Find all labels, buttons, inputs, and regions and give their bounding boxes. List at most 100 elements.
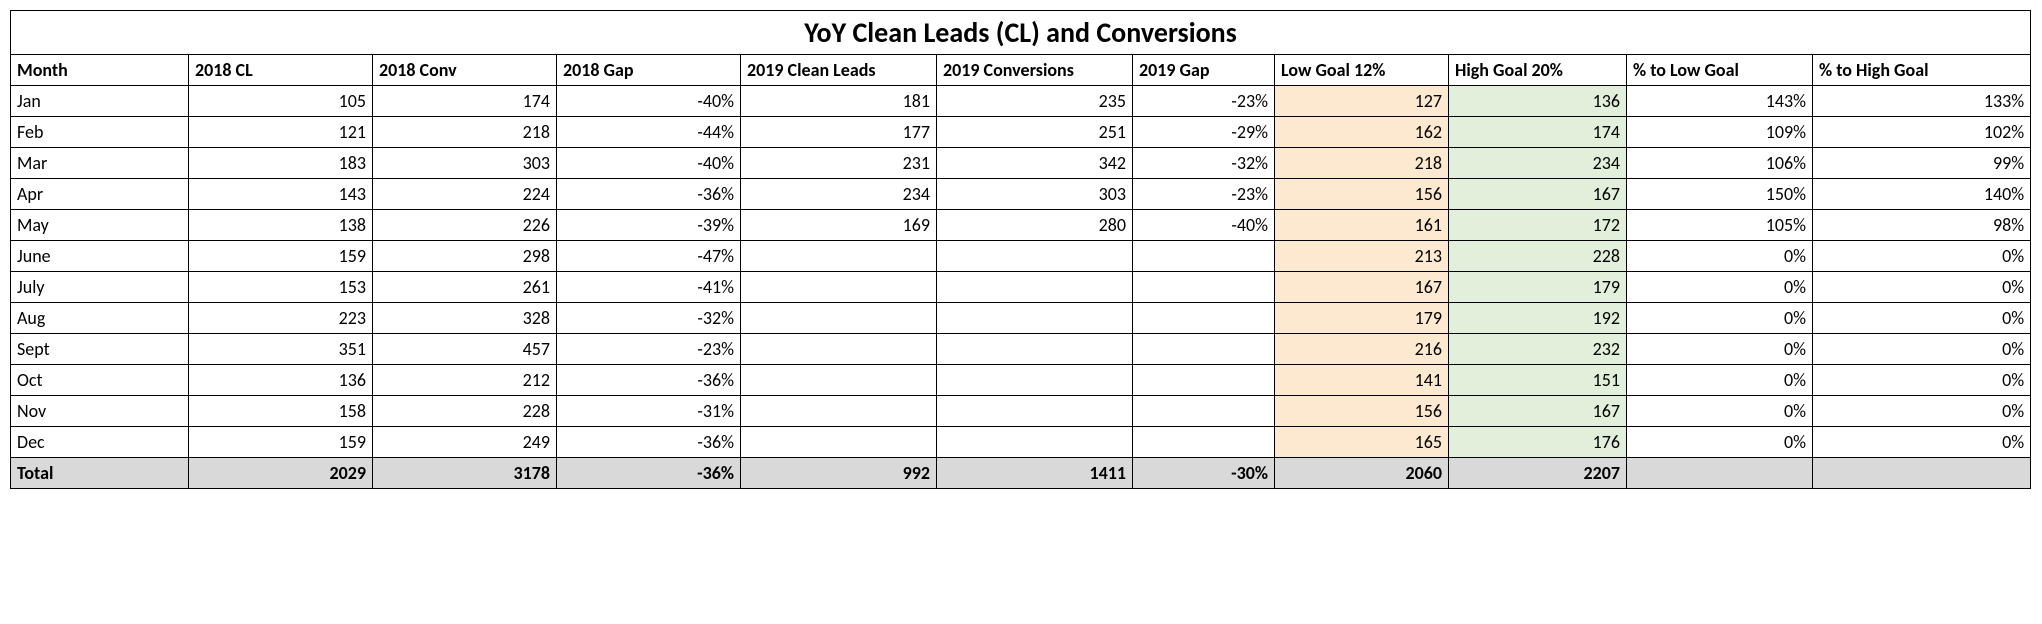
col-pct-low: % to Low Goal [1627,55,1813,86]
cell-2018-conv: 212 [373,365,557,396]
cell-2018-cl: 351 [189,334,373,365]
col-2018-conv: 2018 Conv [373,55,557,86]
table-row: Oct136212-36%1411510%0% [11,365,2031,396]
col-2018-cl: 2018 CL [189,55,373,86]
cell-pct-high: 0% [1813,241,2031,272]
cell-pct-high: 102% [1813,117,2031,148]
cell-2019-gap [1133,303,1275,334]
table-row: Jan105174-40%181235-23%127136143%133% [11,86,2031,117]
cell-2019-conv [937,272,1133,303]
total-2018-cl: 2029 [189,458,373,489]
cell-pct-low: 0% [1627,303,1813,334]
table-row: June159298-47%2132280%0% [11,241,2031,272]
table-body: Jan105174-40%181235-23%127136143%133%Feb… [11,86,2031,458]
cell-2018-gap: -40% [557,86,741,117]
cell-2019-cl [741,334,937,365]
cell-low-goal: 141 [1275,365,1449,396]
cell-2019-conv: 280 [937,210,1133,241]
cell-2018-gap: -47% [557,241,741,272]
total-2019-cl: 992 [741,458,937,489]
total-2018-conv: 3178 [373,458,557,489]
cell-2019-gap: -32% [1133,148,1275,179]
total-low-goal: 2060 [1275,458,1449,489]
cell-pct-high: 133% [1813,86,2031,117]
cell-2018-cl: 158 [189,396,373,427]
cell-2019-gap: -29% [1133,117,1275,148]
cell-high-goal: 167 [1449,396,1627,427]
leads-table: YoY Clean Leads (CL) and Conversions Mon… [10,10,2031,489]
cell-2019-cl [741,272,937,303]
cell-2018-gap: -44% [557,117,741,148]
cell-2019-conv: 251 [937,117,1133,148]
cell-2019-cl: 181 [741,86,937,117]
cell-high-goal: 234 [1449,148,1627,179]
cell-low-goal: 156 [1275,396,1449,427]
cell-pct-high: 0% [1813,427,2031,458]
cell-2018-gap: -32% [557,303,741,334]
cell-2019-cl [741,365,937,396]
cell-month: Dec [11,427,189,458]
cell-low-goal: 156 [1275,179,1449,210]
cell-pct-high: 0% [1813,396,2031,427]
cell-2018-gap: -41% [557,272,741,303]
cell-low-goal: 179 [1275,303,1449,334]
cell-2019-gap [1133,396,1275,427]
cell-2019-conv [937,241,1133,272]
cell-2019-gap: -40% [1133,210,1275,241]
cell-low-goal: 216 [1275,334,1449,365]
cell-high-goal: 174 [1449,117,1627,148]
cell-2018-cl: 153 [189,272,373,303]
table-row: Nov158228-31%1561670%0% [11,396,2031,427]
cell-pct-low: 106% [1627,148,1813,179]
cell-pct-low: 0% [1627,241,1813,272]
cell-pct-low: 0% [1627,365,1813,396]
cell-month: Oct [11,365,189,396]
table-row: Aug223328-32%1791920%0% [11,303,2031,334]
cell-2019-gap: -23% [1133,179,1275,210]
cell-2018-cl: 143 [189,179,373,210]
cell-2018-conv: 224 [373,179,557,210]
cell-month: Apr [11,179,189,210]
cell-pct-low: 109% [1627,117,1813,148]
cell-2019-cl: 231 [741,148,937,179]
cell-2018-cl: 223 [189,303,373,334]
cell-high-goal: 136 [1449,86,1627,117]
col-2019-gap: 2019 Gap [1133,55,1275,86]
col-2019-conv: 2019 Conversions [937,55,1133,86]
cell-pct-low: 0% [1627,427,1813,458]
cell-2018-conv: 249 [373,427,557,458]
cell-pct-high: 98% [1813,210,2031,241]
cell-2019-gap: -23% [1133,86,1275,117]
cell-2019-gap [1133,334,1275,365]
cell-2018-gap: -31% [557,396,741,427]
cell-2018-conv: 298 [373,241,557,272]
cell-pct-low: 0% [1627,272,1813,303]
cell-low-goal: 167 [1275,272,1449,303]
cell-2019-conv [937,303,1133,334]
cell-pct-high: 0% [1813,365,2031,396]
cell-2019-conv: 235 [937,86,1133,117]
cell-2019-conv [937,427,1133,458]
table-row: May138226-39%169280-40%161172105%98% [11,210,2031,241]
cell-2018-cl: 159 [189,241,373,272]
cell-2018-gap: -40% [557,148,741,179]
col-pct-high: % to High Goal [1813,55,2031,86]
cell-pct-high: 140% [1813,179,2031,210]
col-month: Month [11,55,189,86]
cell-2018-gap: -39% [557,210,741,241]
cell-low-goal: 213 [1275,241,1449,272]
total-label: Total [11,458,189,489]
col-2018-gap: 2018 Gap [557,55,741,86]
cell-pct-high: 0% [1813,303,2031,334]
total-row: Total 2029 3178 -36% 992 1411 -30% 2060 … [11,458,2031,489]
cell-2018-conv: 226 [373,210,557,241]
cell-month: Sept [11,334,189,365]
cell-low-goal: 162 [1275,117,1449,148]
cell-month: July [11,272,189,303]
table-row: Feb121218-44%177251-29%162174109%102% [11,117,2031,148]
cell-2019-cl [741,396,937,427]
cell-2018-gap: -36% [557,179,741,210]
cell-high-goal: 172 [1449,210,1627,241]
cell-2019-conv [937,365,1133,396]
col-2019-cl: 2019 Clean Leads [741,55,937,86]
